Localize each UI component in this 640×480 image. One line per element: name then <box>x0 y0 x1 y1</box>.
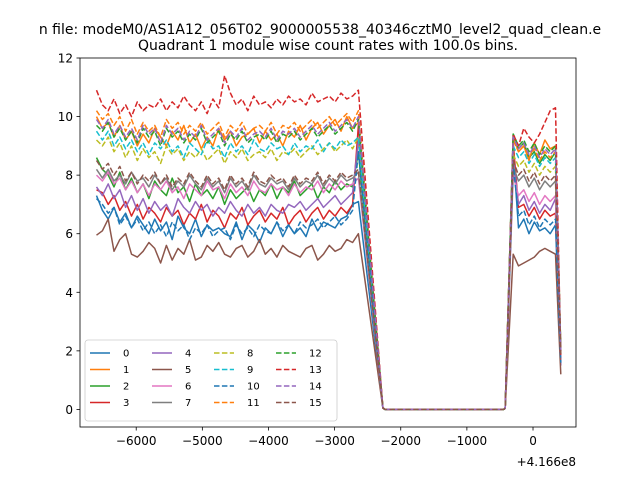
legend-label-5: 5 <box>185 365 191 376</box>
legend-label-6: 6 <box>185 382 191 393</box>
legend-label-13: 13 <box>309 365 322 376</box>
series-line-15 <box>95 159 562 411</box>
x-tick-label: −6000 <box>116 434 157 448</box>
y-tick-label: 0 <box>65 403 73 417</box>
legend-label-1: 1 <box>123 365 129 376</box>
y-tick-label: 2 <box>65 344 73 358</box>
series-layer <box>95 74 562 411</box>
legend-label-0: 0 <box>123 349 129 360</box>
figure-suptitle: n file: modeM0/AS1A12_056T02_9000005538_… <box>39 22 601 38</box>
y-tick-label: 4 <box>65 286 73 300</box>
legend-box <box>84 339 338 422</box>
legend-label-12: 12 <box>309 349 322 360</box>
x-axis: −6000 −5000 −4000 −3000 −2000 −1000 0 <box>116 427 537 448</box>
legend-label-9: 9 <box>247 365 253 376</box>
y-tick-label: 8 <box>65 169 73 183</box>
y-tick-label: 6 <box>65 227 73 241</box>
legend-label-14: 14 <box>309 382 322 393</box>
x-offset-label: +4.166e8 <box>517 455 576 469</box>
legend-label-7: 7 <box>185 398 191 409</box>
x-tick-label: −1000 <box>447 434 488 448</box>
x-tick-label: −5000 <box>182 434 223 448</box>
x-tick-label: −4000 <box>248 434 289 448</box>
legend-label-11: 11 <box>247 398 260 409</box>
legend-label-4: 4 <box>185 349 191 360</box>
legend-label-15: 15 <box>309 398 322 409</box>
x-tick-label: −3000 <box>314 434 355 448</box>
legend-label-8: 8 <box>247 349 253 360</box>
x-tick-label: −2000 <box>380 434 421 448</box>
y-tick-label: 12 <box>58 52 73 66</box>
plot-frame <box>79 57 577 428</box>
x-tick-label: 0 <box>529 434 537 448</box>
chart-title: Quadrant 1 module wise count rates with … <box>138 38 518 54</box>
series-line-13 <box>95 74 562 411</box>
legend-label-3: 3 <box>123 398 129 409</box>
y-tick-label: 10 <box>58 110 73 124</box>
y-axis: 0 2 4 6 8 10 12 <box>58 52 80 417</box>
legend-label-10: 10 <box>247 382 260 393</box>
legend-label-2: 2 <box>123 382 129 393</box>
